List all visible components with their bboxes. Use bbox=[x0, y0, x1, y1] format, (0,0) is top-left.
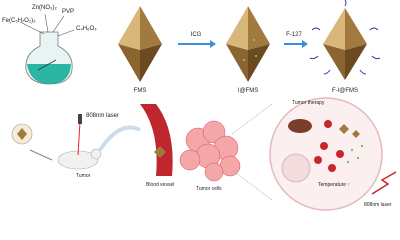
mouse-label: Tumor bbox=[76, 173, 91, 179]
diagram: Fe(C₅H₇O₂)₃ Zn(NO₃)₂ PVP C₄H₆O₄ FMS ICG … bbox=[2, 0, 397, 211]
particle bbox=[154, 146, 166, 158]
syringe bbox=[29, 149, 53, 161]
octahedron bbox=[309, 0, 381, 80]
particle bbox=[339, 124, 349, 134]
reagent: Fe(C₅H₇O₂)₃ bbox=[2, 18, 36, 24]
blood-vessel bbox=[140, 104, 173, 176]
particle bbox=[17, 128, 27, 140]
laser-bolt bbox=[371, 171, 397, 195]
connector bbox=[98, 125, 141, 152]
cell bbox=[269, 97, 383, 211]
flask bbox=[19, 13, 75, 85]
reagent: PVP bbox=[62, 9, 74, 15]
reagent: Zn(NO₃)₂ bbox=[32, 5, 57, 11]
octahedron bbox=[118, 6, 162, 82]
product-label: I@FMS bbox=[238, 88, 258, 94]
ros bbox=[314, 120, 344, 172]
product-label: FMS bbox=[134, 88, 147, 94]
arrow-head bbox=[210, 40, 216, 48]
nucleus bbox=[281, 153, 311, 183]
mouse-head bbox=[90, 148, 102, 160]
laser-label: 808nm laser bbox=[364, 202, 392, 208]
icg bbox=[346, 144, 364, 164]
octahedron bbox=[226, 6, 270, 82]
temperature-label: Temperature ↑ bbox=[318, 182, 350, 188]
product-label: F-I@FMS bbox=[332, 88, 358, 94]
step-label: ICG bbox=[191, 32, 202, 38]
therapy-label: Tumor therapy bbox=[292, 100, 325, 106]
laser bbox=[78, 114, 82, 124]
mitochondrion bbox=[288, 119, 312, 133]
laser-label: 808nm laser bbox=[86, 113, 119, 119]
vessel-label: Blood vessel bbox=[146, 182, 174, 188]
reagent: C₄H₆O₄ bbox=[76, 26, 97, 32]
particle bbox=[352, 130, 360, 138]
arrow-head bbox=[302, 40, 308, 48]
zoom-lines bbox=[231, 103, 273, 201]
laser-beam bbox=[77, 121, 81, 156]
step-label: F-127 bbox=[286, 32, 302, 38]
tumor-cells bbox=[179, 120, 241, 182]
cells-label: Tumor cells bbox=[196, 186, 222, 192]
